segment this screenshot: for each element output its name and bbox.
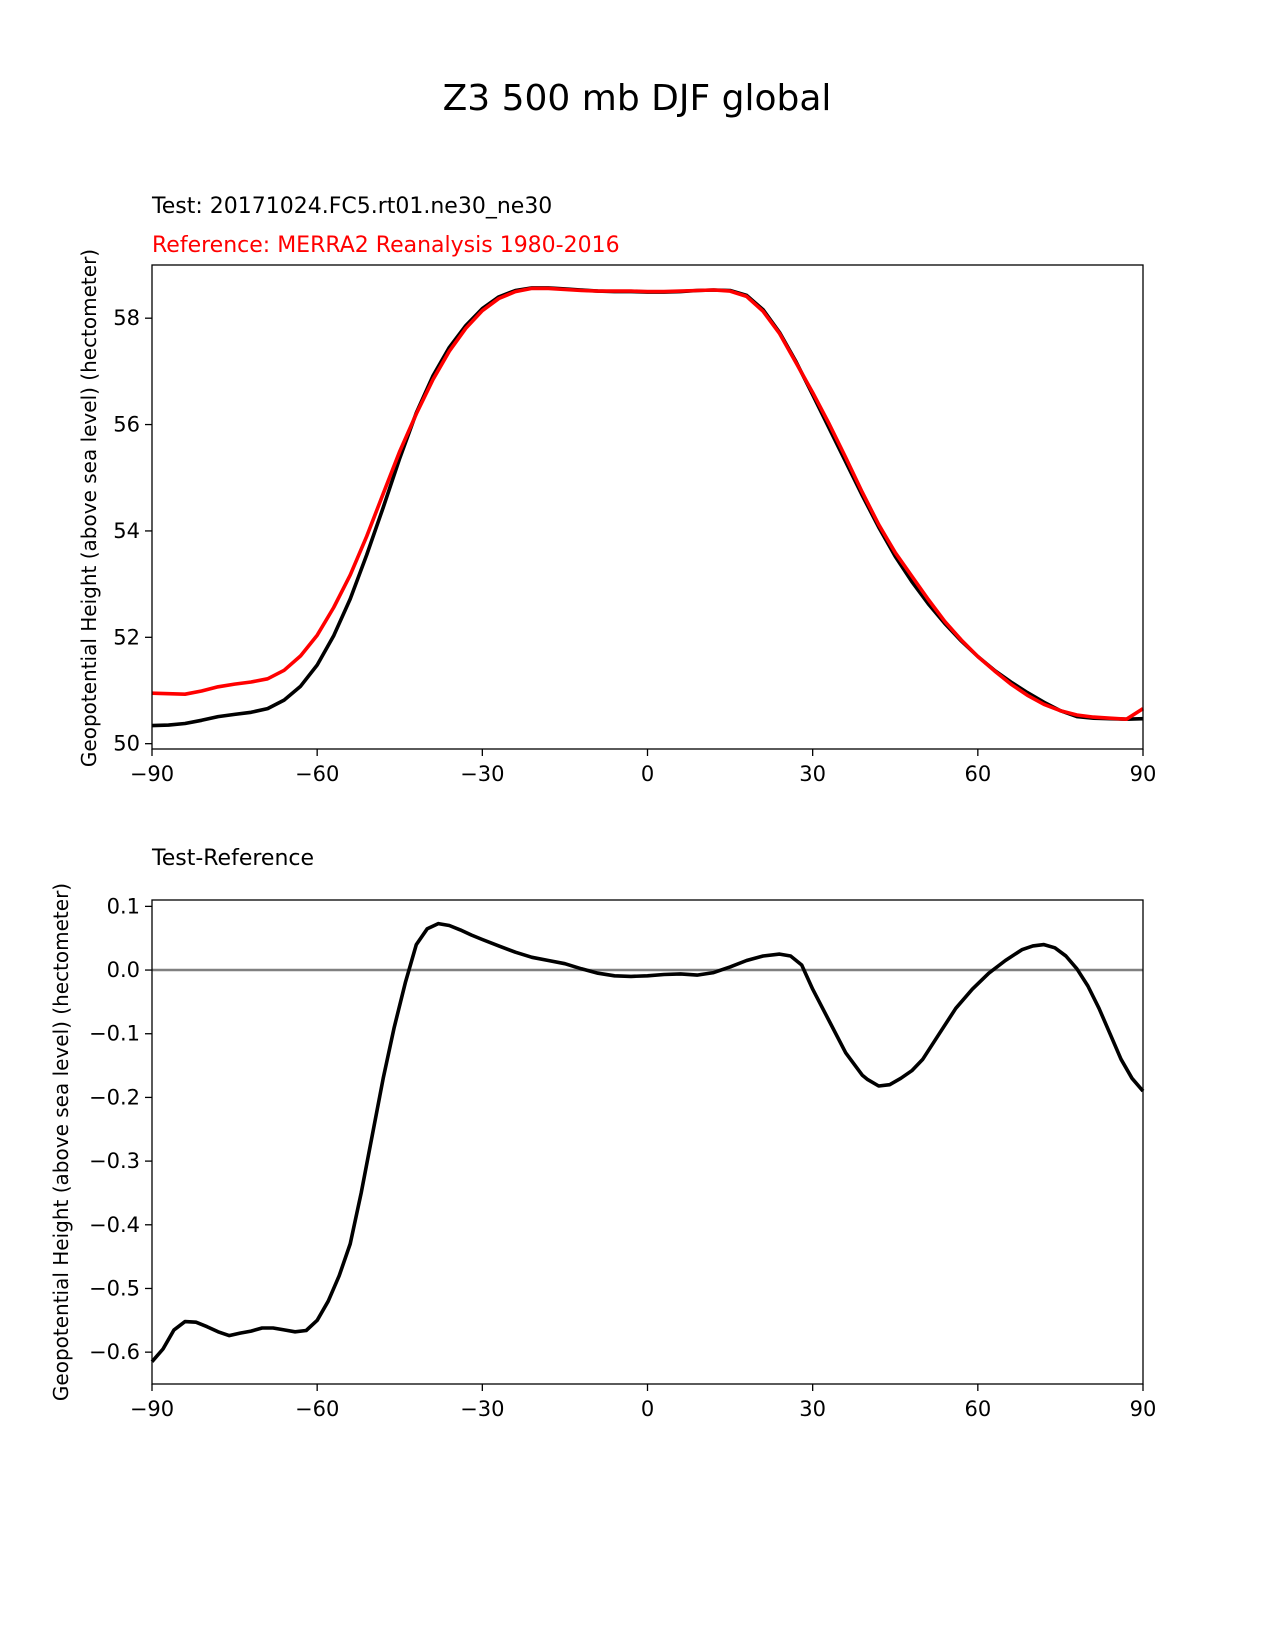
top-plot-frame [151,264,1144,750]
bottom-xticks: −90 −60 −30 0 30 60 90 [130,1384,1157,1421]
x-tick-label: 0 [641,762,654,786]
top-series-layer [151,286,1144,728]
x-tick-label: −90 [130,1397,174,1421]
bottom-plot-frame [151,899,1144,1385]
top-panel-title: Test: 20171024.FC5.rt01.ne30_ne30 [151,194,552,219]
y-tick-label: −0.2 [89,1085,140,1109]
series-line-test-reference [150,921,1145,1363]
top-panel: Test: 20171024.FC5.rt01.ne30_ne30 Refere… [77,194,1156,786]
bottom-series-layer [150,921,1145,1363]
x-tick-label: 0 [641,1397,654,1421]
y-tick-label: −0.6 [89,1340,140,1364]
series-line-test [151,286,1144,728]
y-tick-label: 0.0 [107,958,140,982]
x-tick-label: −60 [295,762,339,786]
figure-title: Z3 500 mb DJF global [443,78,832,119]
x-tick-label: 90 [1130,1397,1157,1421]
bottom-yticks: 0.1 0.0 −0.1 −0.2 −0.3 −0.4 −0.5 −0.6 [89,894,152,1364]
y-tick-label: −0.1 [89,1022,140,1046]
y-tick-label: −0.4 [89,1213,140,1237]
bottom-panel-title: Test-Reference [151,846,314,871]
x-tick-label: 60 [964,1397,991,1421]
x-tick-label: −90 [130,762,174,786]
y-tick-label: 50 [113,732,140,756]
x-tick-label: −30 [460,762,504,786]
x-tick-label: −60 [295,1397,339,1421]
x-tick-label: 30 [799,762,826,786]
y-tick-label: 0.1 [107,894,140,918]
y-tick-label: 56 [113,413,140,437]
x-tick-label: 30 [799,1397,826,1421]
x-tick-label: 90 [1130,762,1157,786]
y-tick-label: 54 [113,519,140,543]
y-tick-label: −0.3 [89,1149,140,1173]
bottom-panel: Test-Reference Geopotential Height (abov… [49,846,1156,1421]
x-tick-label: 60 [964,762,991,786]
y-tick-label: 52 [113,625,140,649]
y-tick-label: −0.5 [89,1276,140,1300]
y-tick-label: 58 [113,306,140,330]
bottom-panel-ylabel: Geopotential Height (above sea level) (h… [49,883,73,1401]
series-line-reference [151,286,1144,721]
top-panel-subtitle: Reference: MERRA2 Reanalysis 1980-2016 [152,233,620,258]
top-panel-ylabel: Geopotential Height (above sea level) (h… [77,249,101,767]
x-tick-label: −30 [460,1397,504,1421]
top-xticks: −90 −60 −30 0 30 60 90 [130,749,1157,786]
top-yticks: 50 52 54 56 58 [113,306,152,756]
